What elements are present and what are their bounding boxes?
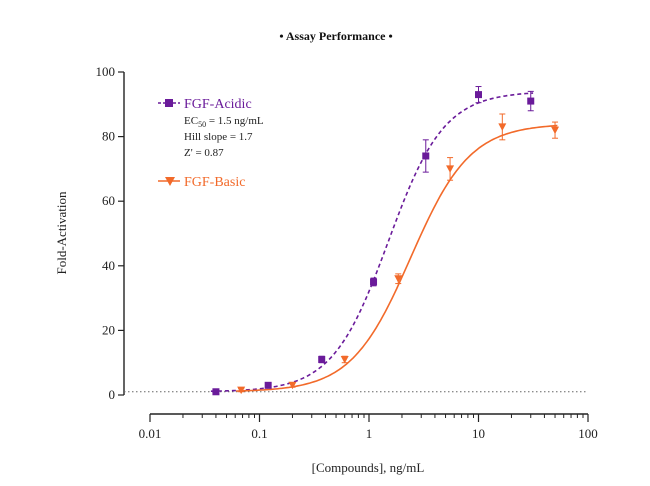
legend-label-basic: FGF-Basic	[184, 175, 245, 190]
data-point-acidic	[422, 152, 430, 160]
legend-z-prime-acidic: Z' = 0.87	[184, 147, 224, 159]
legend-label-acidic: FGF-Acidic	[184, 97, 252, 112]
data-point-basic	[394, 275, 403, 283]
y-tick-label: 80	[102, 129, 115, 144]
y-axis-label: Fold-Activation	[54, 191, 69, 275]
y-tick-label: 40	[102, 258, 115, 273]
legend: FGF-Acidic EC50 = 1.5 ng/mL Hill slope =…	[158, 97, 264, 190]
data-point-acidic	[264, 381, 272, 389]
legend-hill-slope-acidic: Hill slope = 1.7	[184, 131, 253, 143]
axes: 0 20 40 60 80 100 0.01 0.1 1 10 100	[96, 64, 598, 441]
x-tick-label: 0.1	[251, 426, 267, 441]
data-point-acidic	[212, 388, 220, 396]
data-point-basic	[498, 123, 507, 131]
x-tick-label: 10	[472, 426, 485, 441]
data-point-acidic	[370, 278, 378, 286]
x-tick-label: 100	[578, 426, 598, 441]
data-point-basic	[551, 126, 560, 135]
data-point-acidic	[527, 97, 535, 105]
legend-marker-acidic	[165, 99, 173, 107]
legend-ec50-acidic: EC50 = 1.5 ng/mL	[184, 115, 264, 129]
y-tick-label: 60	[102, 193, 115, 208]
x-axis-label: [Compounds], ng/mL	[312, 460, 425, 475]
fit-curves	[210, 92, 558, 393]
data-point-basic	[446, 165, 455, 173]
fit-curve-acidic	[210, 92, 534, 393]
legend-marker-basic	[165, 177, 175, 186]
x-tick-label: 1	[366, 426, 373, 441]
legend-entry-basic: FGF-Basic	[158, 175, 245, 190]
chart-title: • Assay Performance •	[279, 29, 392, 43]
fit-curve-basic	[236, 124, 558, 392]
y-tick-label: 20	[102, 322, 115, 337]
data-points	[212, 86, 560, 396]
data-point-basic	[340, 355, 349, 364]
y-tick-label: 0	[109, 387, 116, 402]
data-point-basic	[288, 381, 297, 390]
data-point-acidic	[475, 91, 482, 99]
x-tick-label: 0.01	[139, 426, 162, 441]
legend-entry-acidic: FGF-Acidic EC50 = 1.5 ng/mL Hill slope =…	[158, 97, 264, 159]
y-tick-label: 100	[96, 64, 116, 79]
data-point-basic	[237, 386, 246, 395]
data-point-acidic	[318, 355, 326, 363]
